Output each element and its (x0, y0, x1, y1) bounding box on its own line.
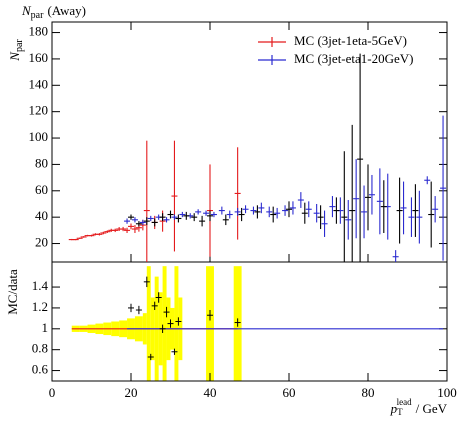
ratio-y-tick-label: 1.4 (32, 278, 49, 293)
x-tick-label: 20 (125, 385, 138, 400)
x-axis-label: pTlead / GeV (390, 397, 448, 417)
y-tick-label: 140 (29, 76, 49, 91)
y-axis-label: Npar (7, 39, 25, 62)
x-label-main: p (390, 401, 398, 416)
ratio-y-tick-label: 1 (42, 320, 49, 335)
legend-label: MC (3jet-eta1-20GeV) (294, 51, 414, 66)
ratio-axis-label: MC/data (5, 269, 20, 315)
y-tick-label: 80 (35, 155, 48, 170)
x-label-rest: / GeV (416, 401, 448, 416)
chart-title: Npar (Away) (21, 3, 86, 21)
ratio-y-tick-label: 0.6 (32, 362, 49, 377)
x-label-sup: lead (397, 397, 412, 407)
x-label-sub: T (397, 407, 403, 417)
x-tick-label: 100 (437, 385, 457, 400)
ratio-frame (51, 261, 448, 382)
title-sub: par (31, 10, 44, 21)
y-tick-label: 20 (35, 235, 48, 250)
ratio-y-tick-label: 1.2 (32, 299, 48, 314)
x-tick-label: 0 (49, 385, 56, 400)
y-tick-label: 60 (35, 182, 48, 197)
ratio-band (206, 266, 214, 381)
y-label-main: N (7, 51, 22, 62)
y-tick-label: 180 (29, 24, 49, 39)
y-tick-label: 40 (35, 208, 48, 223)
y-tick-label: 100 (29, 129, 49, 144)
y-tick-label: 120 (29, 103, 49, 118)
ratio-y-tick-label: 0.8 (32, 341, 48, 356)
title-rest: (Away) (47, 3, 86, 18)
y-tick-label: 160 (29, 50, 49, 65)
legend-label: MC (3jet-1eta-5GeV) (294, 33, 407, 48)
x-tick-label: 80 (362, 385, 375, 400)
x-tick-label: 60 (283, 385, 296, 400)
ratio-band (146, 266, 151, 381)
x-tick-label: 40 (204, 385, 217, 400)
y-label-sub: par (14, 39, 25, 52)
ratio-band (162, 266, 167, 381)
title-main: N (21, 3, 32, 18)
ratio-band (174, 266, 179, 381)
